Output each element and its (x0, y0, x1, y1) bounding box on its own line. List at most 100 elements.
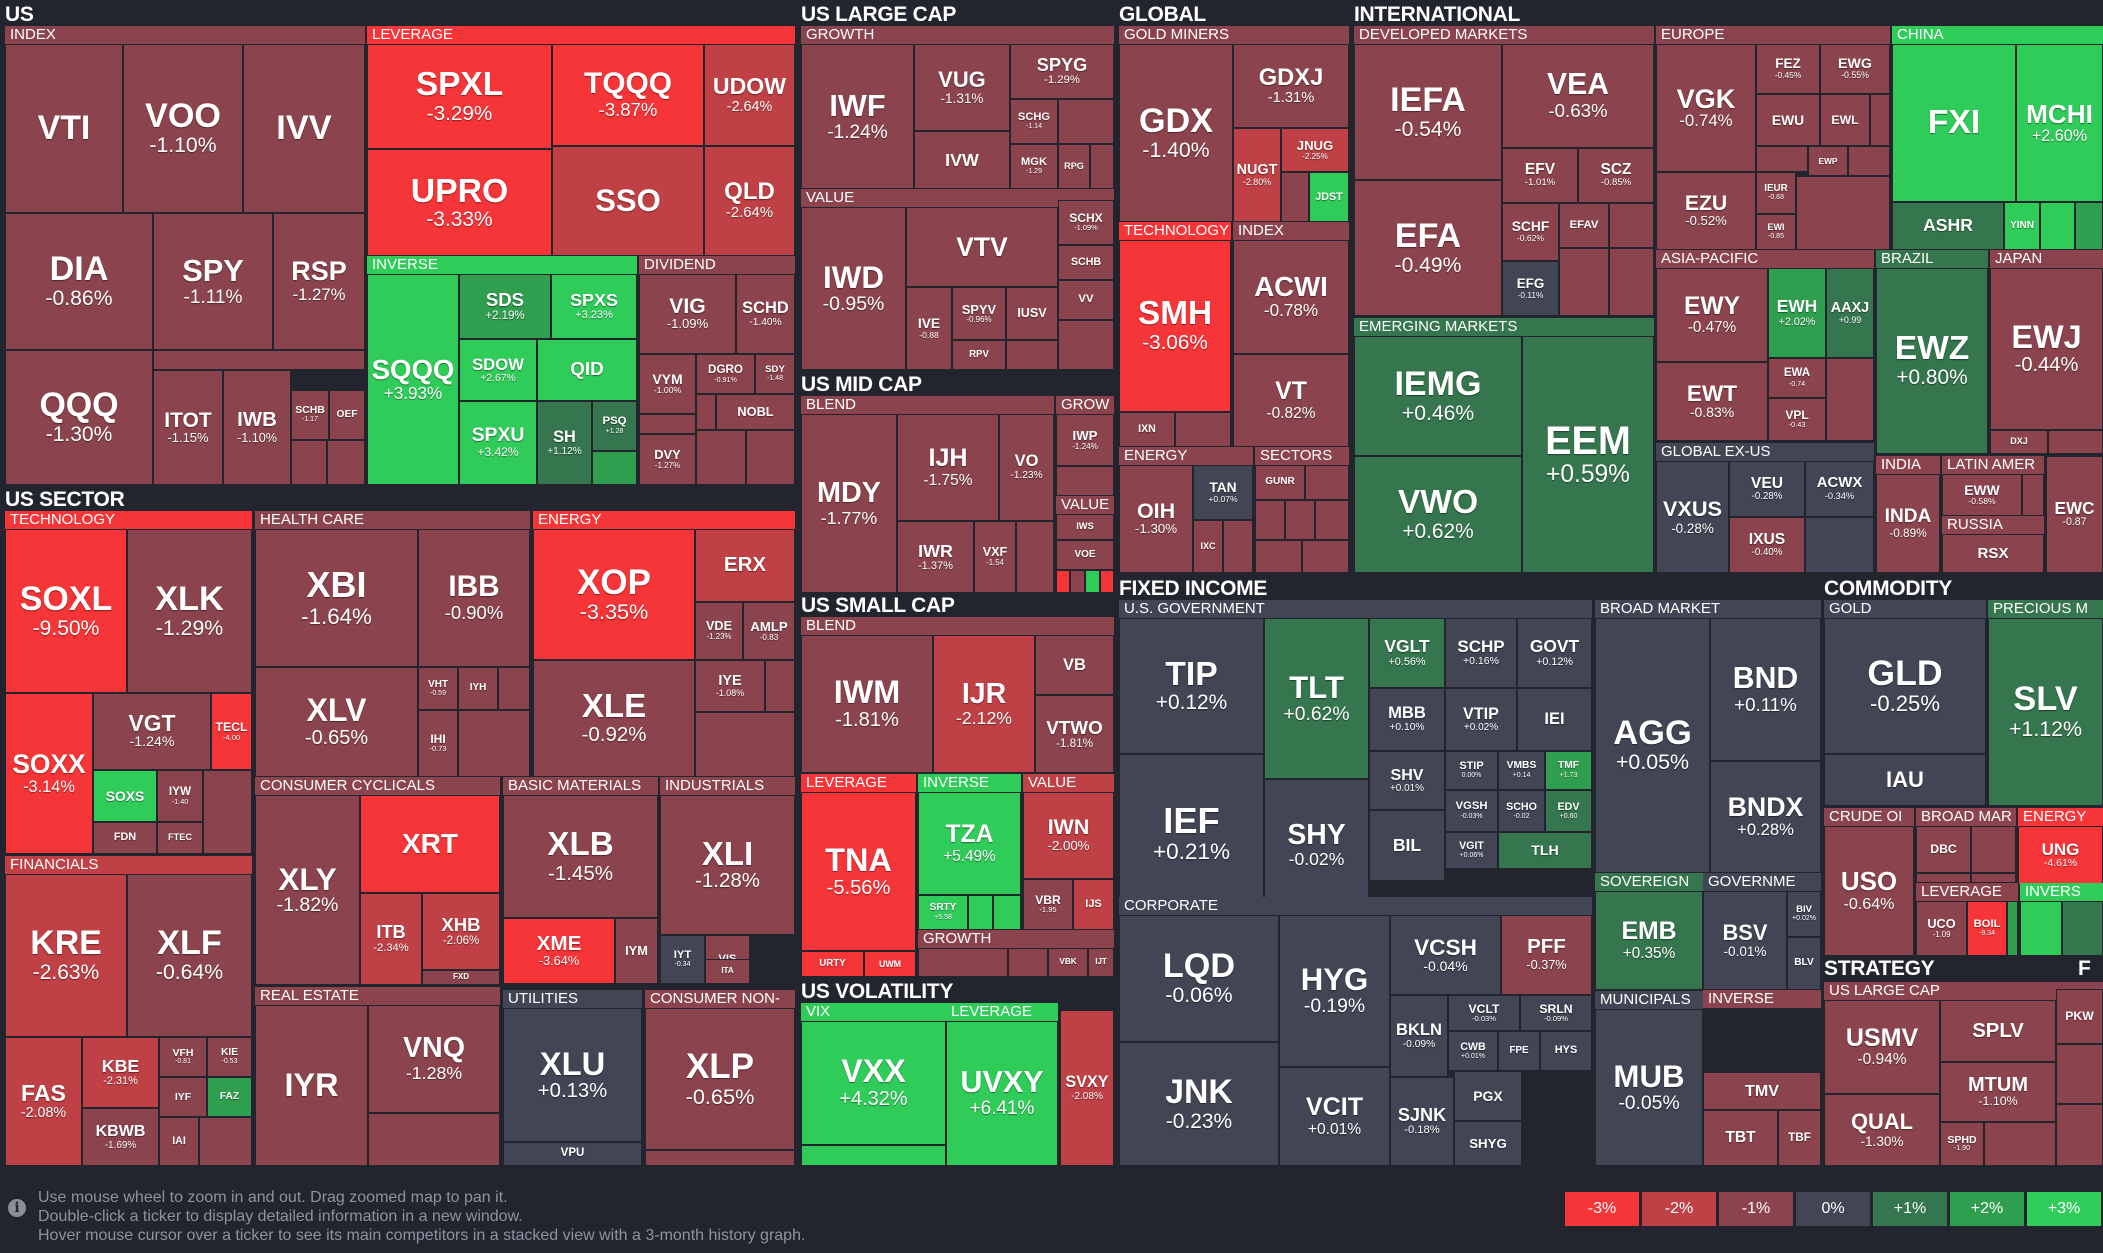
tile-iym[interactable]: IYM (615, 918, 658, 984)
tile-unlabeled[interactable] (746, 430, 795, 485)
tile-stip[interactable]: STIP 0.00% (1445, 751, 1498, 790)
group-header-blend[interactable]: BLEND (801, 396, 1054, 414)
tile-biv[interactable]: BIV +0.02% (1787, 891, 1821, 937)
group-header-corporate[interactable]: CORPORATE (1119, 897, 1592, 915)
tile-iyt[interactable]: IYT -0.34 (660, 935, 705, 984)
tile-uso[interactable]: USO -0.64% (1824, 826, 1914, 956)
group-header-consumer-non[interactable]: CONSUMER NON- (645, 990, 795, 1008)
tile-ief[interactable]: IEF +0.21% (1119, 754, 1264, 912)
group-header-india[interactable]: INDIA (1876, 456, 1940, 474)
section-title-strategy[interactable]: STRATEGY (1824, 957, 1935, 980)
tile-tbf[interactable]: TBF (1778, 1110, 1821, 1166)
tile-unlabeled[interactable] (1609, 248, 1654, 316)
tile-unlabeled[interactable] (1085, 570, 1100, 593)
tile-ewg[interactable]: EWG -0.55% (1820, 44, 1890, 94)
group-header-asia-pacific[interactable]: ASIA-PACIFIC (1656, 250, 1874, 268)
section-title-international[interactable]: INTERNATIONAL (1354, 3, 1521, 26)
tile-tmf[interactable]: TMF +1.73 (1545, 751, 1592, 790)
tile-kbwb[interactable]: KBWB -1.69% (82, 1108, 159, 1166)
group-header-energy[interactable]: ENERGY (2018, 808, 2103, 826)
tile-fdn[interactable]: FDN (93, 822, 157, 854)
section-title-us-large-cap[interactable]: US LARGE CAP (801, 3, 957, 26)
tile-qld[interactable]: QLD -2.64% (704, 146, 795, 256)
tile-unlabeled[interactable] (2040, 202, 2075, 250)
tile-vea[interactable]: VEA -0.63% (1502, 44, 1654, 148)
tile-iyr[interactable]: IYR (255, 1005, 368, 1166)
tile-tqqq[interactable]: TQQQ -3.87% (552, 44, 704, 146)
tile-vym[interactable]: VYM -1.00% (639, 354, 696, 414)
group-header-inverse[interactable]: INVERSE (367, 256, 637, 274)
tile-xlv[interactable]: XLV -0.65% (255, 667, 418, 777)
tile-vclt[interactable]: VCLT -0.03% (1448, 995, 1520, 1031)
tile-qqq[interactable]: QQQ -1.30% (5, 350, 153, 485)
legend-pos3[interactable]: +3% (2027, 1192, 2101, 1226)
tile-sso[interactable]: SSO (552, 146, 704, 256)
tile-ewa[interactable]: EWA -0.74 (1768, 358, 1826, 398)
tile-dbc[interactable]: DBC (1916, 826, 1971, 873)
tile-pgx[interactable]: PGX (1454, 1071, 1522, 1121)
group-header-us-large-cap[interactable]: US LARGE CAP (1824, 982, 2103, 1000)
tile-sphd[interactable]: SPHD -1.90 (1940, 1122, 1984, 1166)
tile-rpv[interactable]: RPV (952, 340, 1006, 370)
tile-unlabeled[interactable] (1056, 466, 1114, 496)
tile-vb[interactable]: VB (1035, 635, 1114, 695)
tile-qid[interactable]: QID (537, 339, 637, 401)
tile-vig[interactable]: VIG -1.09% (639, 274, 736, 354)
tile-ewh[interactable]: EWH +2.02% (1768, 268, 1826, 358)
tile-tmv[interactable]: TMV (1703, 1072, 1821, 1110)
tile-lqd[interactable]: LQD -0.06% (1119, 915, 1279, 1042)
tile-ive[interactable]: IVE -0.88 (906, 287, 952, 370)
tile-gld[interactable]: GLD -0.25% (1824, 618, 1986, 754)
group-header-governme[interactable]: GOVERNME (1703, 873, 1821, 891)
tile-unlabeled[interactable] (368, 1113, 500, 1166)
tile-vpu[interactable]: VPU (503, 1142, 642, 1166)
tile-jdst[interactable]: JDST (1309, 172, 1349, 222)
tile-unlabeled[interactable] (153, 350, 365, 370)
group-header-growth[interactable]: GROWTH (801, 26, 1114, 44)
tile-mgk[interactable]: MGK -1.29 (1010, 144, 1058, 189)
group-header-emerging-markets[interactable]: EMERGING MARKETS (1354, 318, 1654, 336)
tile-itot[interactable]: ITOT -1.15% (153, 370, 223, 485)
tile-unlabeled[interactable] (2062, 901, 2103, 956)
tile-itb[interactable]: ITB -2.34% (360, 893, 422, 985)
tile-shyg[interactable]: SHYG (1454, 1121, 1522, 1166)
group-header-gold[interactable]: GOLD (1824, 600, 1986, 618)
tile-soxs[interactable]: SOXS (93, 770, 157, 822)
group-header-industrials[interactable]: INDUSTRIALS (660, 777, 795, 795)
tile-aaxj[interactable]: AAXJ +0.99 (1826, 268, 1874, 358)
group-header-u-s-government[interactable]: U.S. GOVERNMENT (1119, 600, 1592, 618)
tile-ita[interactable]: ITA (705, 959, 750, 984)
group-header-health-care[interactable]: HEALTH CARE (255, 511, 530, 529)
tile-srln[interactable]: SRLN -0.09% (1520, 995, 1592, 1031)
group-header-value[interactable]: VALUE (801, 189, 1114, 207)
tile-iwd[interactable]: IWD -0.95% (801, 207, 906, 370)
group-header-crude-oi[interactable]: CRUDE OI (1824, 808, 1914, 826)
tile-veu[interactable]: VEU -0.28% (1729, 461, 1805, 517)
tile-unlabeled[interactable] (1971, 873, 2016, 883)
tile-uvxy[interactable]: UVXY +6.41% (946, 1021, 1058, 1166)
tile-unlabeled[interactable] (1175, 412, 1231, 447)
tile-unlabeled[interactable] (592, 451, 637, 485)
tile-psq[interactable]: PSQ +1.28 (592, 401, 637, 451)
tile-unlabeled[interactable] (2020, 901, 2062, 956)
tile-cwb[interactable]: CWB +0.01% (1448, 1031, 1498, 1071)
tile-unlabeled[interactable] (993, 895, 1021, 930)
tile-unlabeled[interactable] (1971, 826, 2016, 873)
tile-scz[interactable]: SCZ -0.85% (1578, 148, 1654, 203)
tile-jnug[interactable]: JNUG -2.25% (1281, 128, 1349, 172)
tile-ixn[interactable]: IXN (1119, 412, 1175, 447)
tile-unlabeled[interactable] (2022, 474, 2044, 516)
tile-vgsh[interactable]: VGSH -0.03% (1445, 790, 1498, 832)
tile-oef[interactable]: OEF (329, 390, 365, 440)
group-header-japan[interactable]: JAPAN (1990, 250, 2103, 268)
tile-dgro[interactable]: DGRO -0.91% (696, 354, 755, 394)
tile-ewy[interactable]: EWY -0.47% (1656, 268, 1768, 362)
tile-xly[interactable]: XLY -1.82% (255, 795, 360, 985)
tile-vpl[interactable]: VPL -0.43 (1768, 398, 1826, 441)
tile-ixus[interactable]: IXUS -0.40% (1729, 517, 1805, 573)
tile-xlf[interactable]: XLF -0.64% (127, 874, 252, 1037)
tile-tip[interactable]: TIP +0.12% (1119, 618, 1264, 754)
group-header-real-estate[interactable]: REAL ESTATE (255, 987, 500, 1005)
tile-jnk[interactable]: JNK -0.23% (1119, 1042, 1279, 1166)
tile-ftec[interactable]: FTEC (157, 822, 203, 854)
